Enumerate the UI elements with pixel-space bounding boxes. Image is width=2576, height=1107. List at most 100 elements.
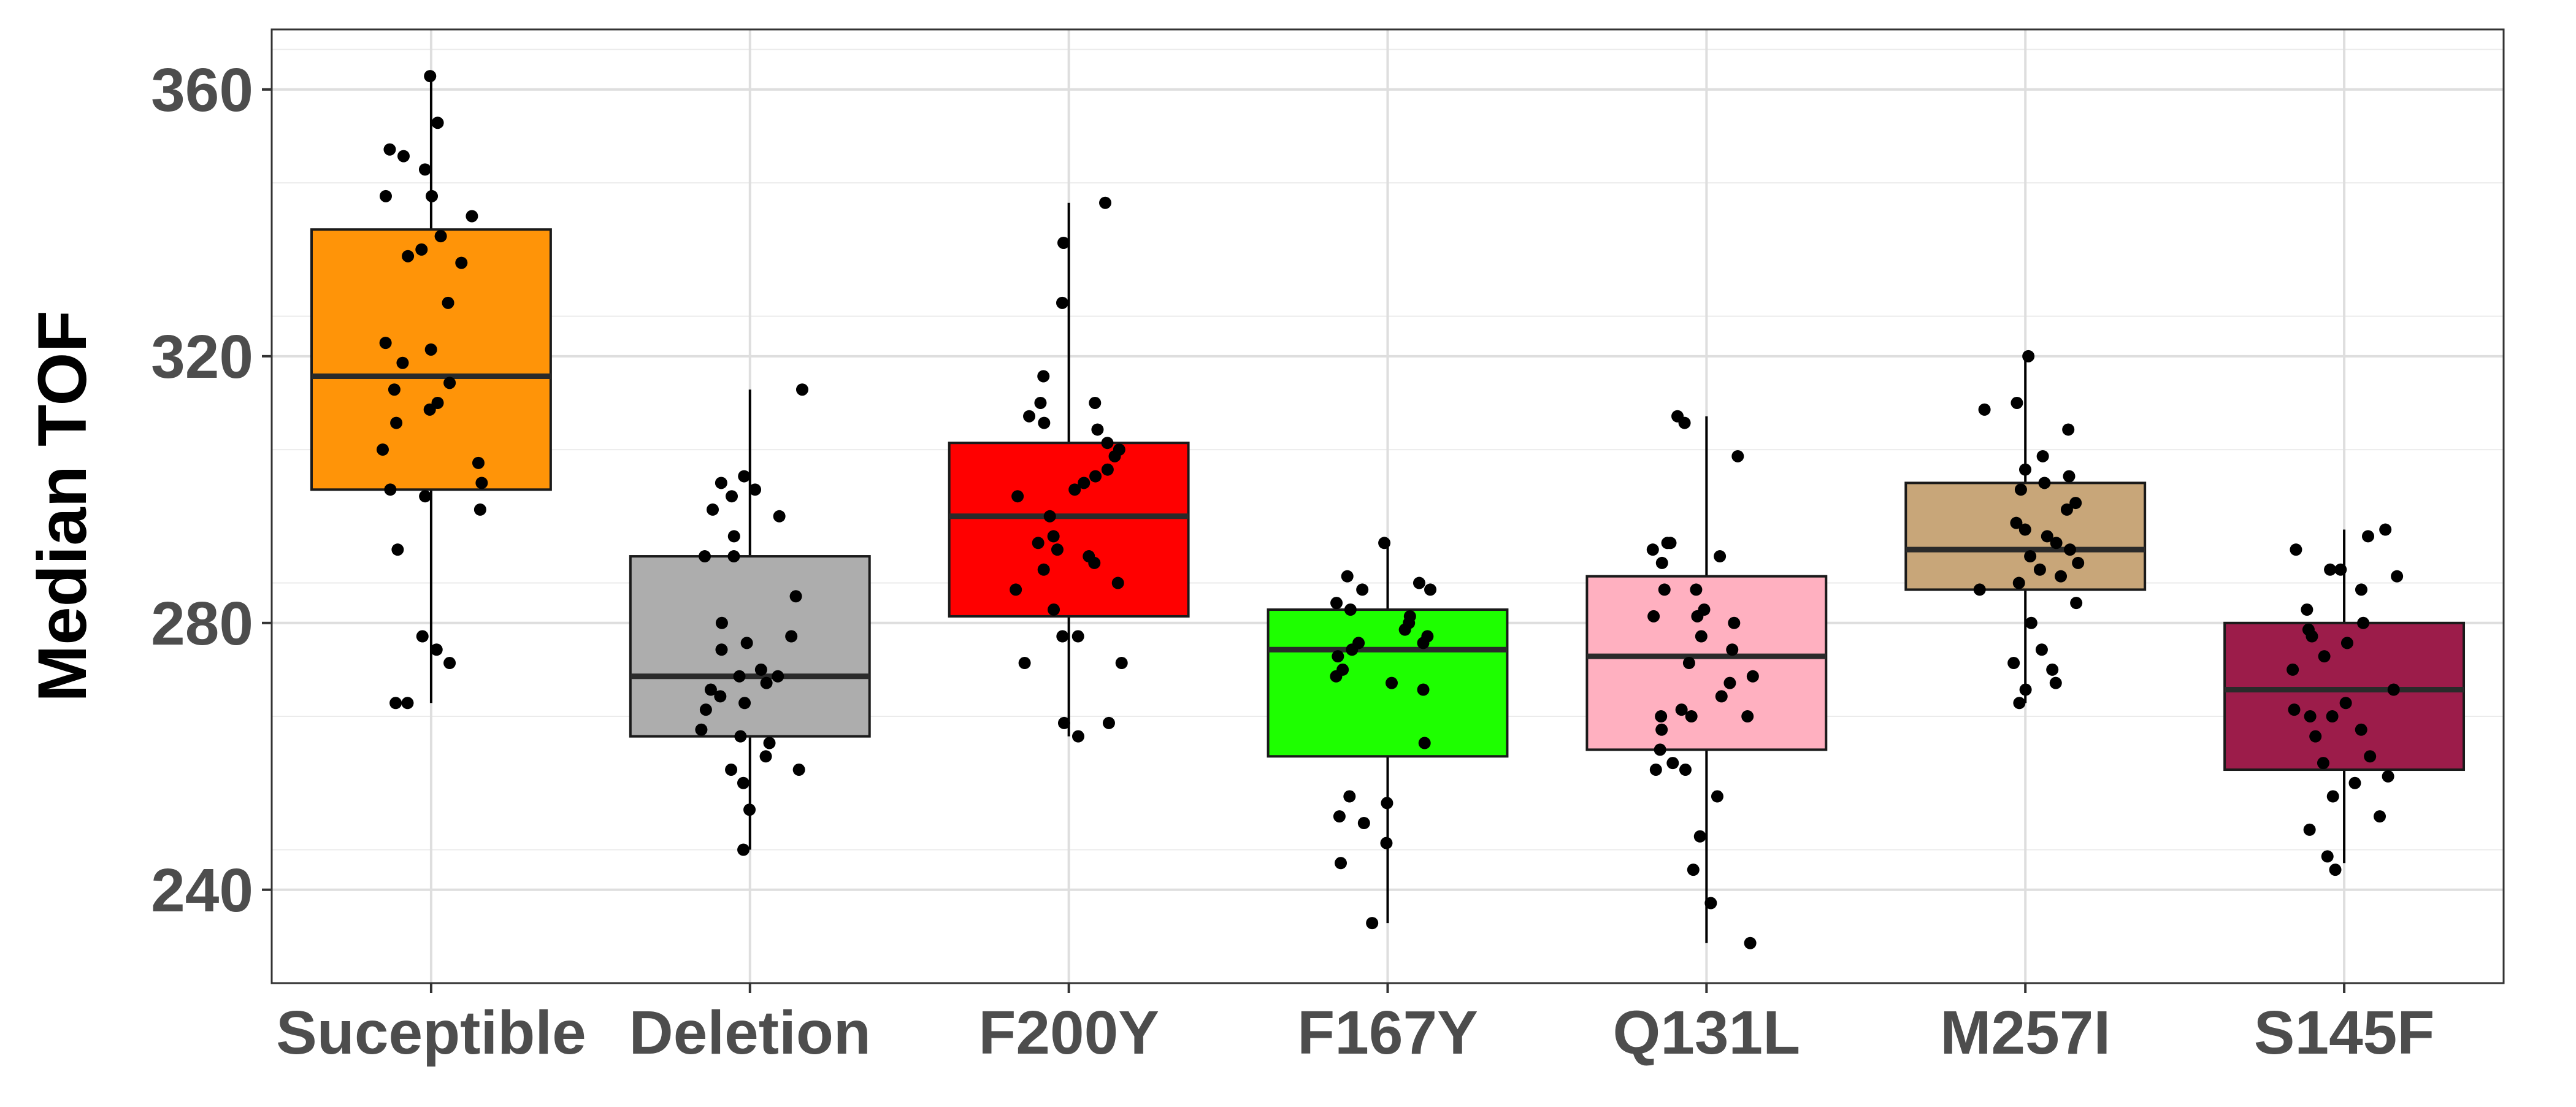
data-point (2334, 563, 2347, 576)
data-point (434, 230, 447, 243)
data-point (419, 490, 432, 503)
data-point (1051, 543, 1064, 556)
data-point (738, 697, 751, 710)
data-point (2340, 637, 2353, 649)
data-point (795, 383, 808, 396)
data-point (737, 776, 749, 789)
data-point (466, 210, 478, 223)
data-point (426, 190, 439, 202)
data-point (1711, 790, 1723, 803)
data-point (2318, 650, 2331, 663)
data-point (1071, 630, 1084, 643)
data-point (2022, 350, 2035, 362)
data-point (455, 256, 468, 269)
data-point (737, 843, 750, 856)
data-point (1346, 643, 1359, 656)
x-tick-label: M257I (1940, 998, 2110, 1067)
data-point (1679, 764, 1692, 776)
data-point (390, 416, 403, 429)
data-point (1655, 710, 1668, 723)
data-point (1741, 710, 1754, 723)
data-point (1978, 403, 1991, 416)
data-point (715, 643, 728, 656)
data-point (738, 470, 751, 483)
data-point (379, 190, 392, 202)
data-point (1655, 556, 1668, 569)
data-point (2060, 503, 2073, 516)
data-point (376, 443, 389, 456)
data-point (430, 643, 443, 656)
data-point (2019, 683, 2032, 696)
data-point (727, 550, 740, 563)
x-tick-label: Q131L (1612, 998, 1800, 1067)
data-point (416, 630, 429, 643)
data-point (2326, 710, 2339, 723)
data-point (2317, 757, 2329, 770)
data-point (1654, 743, 1666, 756)
data-point (1675, 703, 1688, 716)
data-point (1731, 450, 1744, 462)
data-point (1037, 370, 1050, 383)
data-point (1332, 650, 1344, 663)
data-point (2038, 477, 2051, 489)
x-axis-ticks: Suceptible Deletion F200Y F167Y Q131L M257I S1… (276, 983, 2434, 1067)
data-point (1356, 583, 1369, 596)
data-point (1330, 597, 1343, 610)
data-point (2011, 396, 2023, 409)
data-point (1386, 676, 1398, 689)
data-point (2326, 790, 2339, 803)
data-point (2391, 570, 2404, 583)
data-point (1424, 583, 1437, 596)
data-point (1647, 610, 1660, 622)
data-point (388, 383, 401, 396)
data-point (1102, 716, 1115, 729)
data-point (789, 590, 802, 603)
data-point (1078, 477, 1091, 489)
data-point (714, 690, 727, 703)
data-point (1726, 643, 1739, 656)
y-tick-label: 240 (151, 856, 253, 925)
data-point (1047, 530, 1060, 543)
data-point (1678, 416, 1691, 429)
data-point (1057, 236, 1070, 249)
data-point (2357, 616, 2370, 629)
data-point (2050, 537, 2063, 550)
data-point (1691, 610, 1704, 622)
data-point (2014, 483, 2027, 496)
data-point (733, 670, 746, 683)
data-point (1330, 670, 1343, 683)
data-point (2304, 710, 2317, 723)
data-point (389, 697, 402, 710)
data-point (1690, 583, 1703, 596)
data-point (2035, 643, 2048, 656)
data-point (1037, 563, 1050, 576)
data-point (1723, 676, 1736, 689)
data-point (2309, 730, 2322, 743)
data-point (1693, 830, 1706, 843)
data-point (1695, 630, 1708, 643)
data-point (1687, 864, 1700, 876)
data-point (740, 637, 753, 649)
data-point (2324, 563, 2337, 576)
data-point (424, 70, 437, 83)
data-point (1011, 490, 1024, 503)
data-point (2036, 450, 2049, 462)
data-point (2387, 683, 2400, 696)
data-point (2063, 470, 2076, 483)
data-point (759, 750, 772, 763)
data-point (1715, 690, 1728, 703)
data-point (2374, 810, 2386, 823)
data-point (715, 616, 728, 629)
data-point (1333, 810, 1346, 823)
data-point (1038, 416, 1051, 429)
data-point (2063, 543, 2076, 556)
data-point (1744, 937, 1757, 949)
data-point (1056, 296, 1068, 309)
data-point (1646, 543, 1659, 556)
data-point (1091, 423, 1104, 436)
data-point (1398, 623, 1411, 636)
x-tick-label: Suceptible (276, 998, 586, 1067)
y-tick-label: 360 (151, 56, 253, 124)
data-point (1108, 450, 1121, 462)
data-point (1056, 630, 1069, 643)
